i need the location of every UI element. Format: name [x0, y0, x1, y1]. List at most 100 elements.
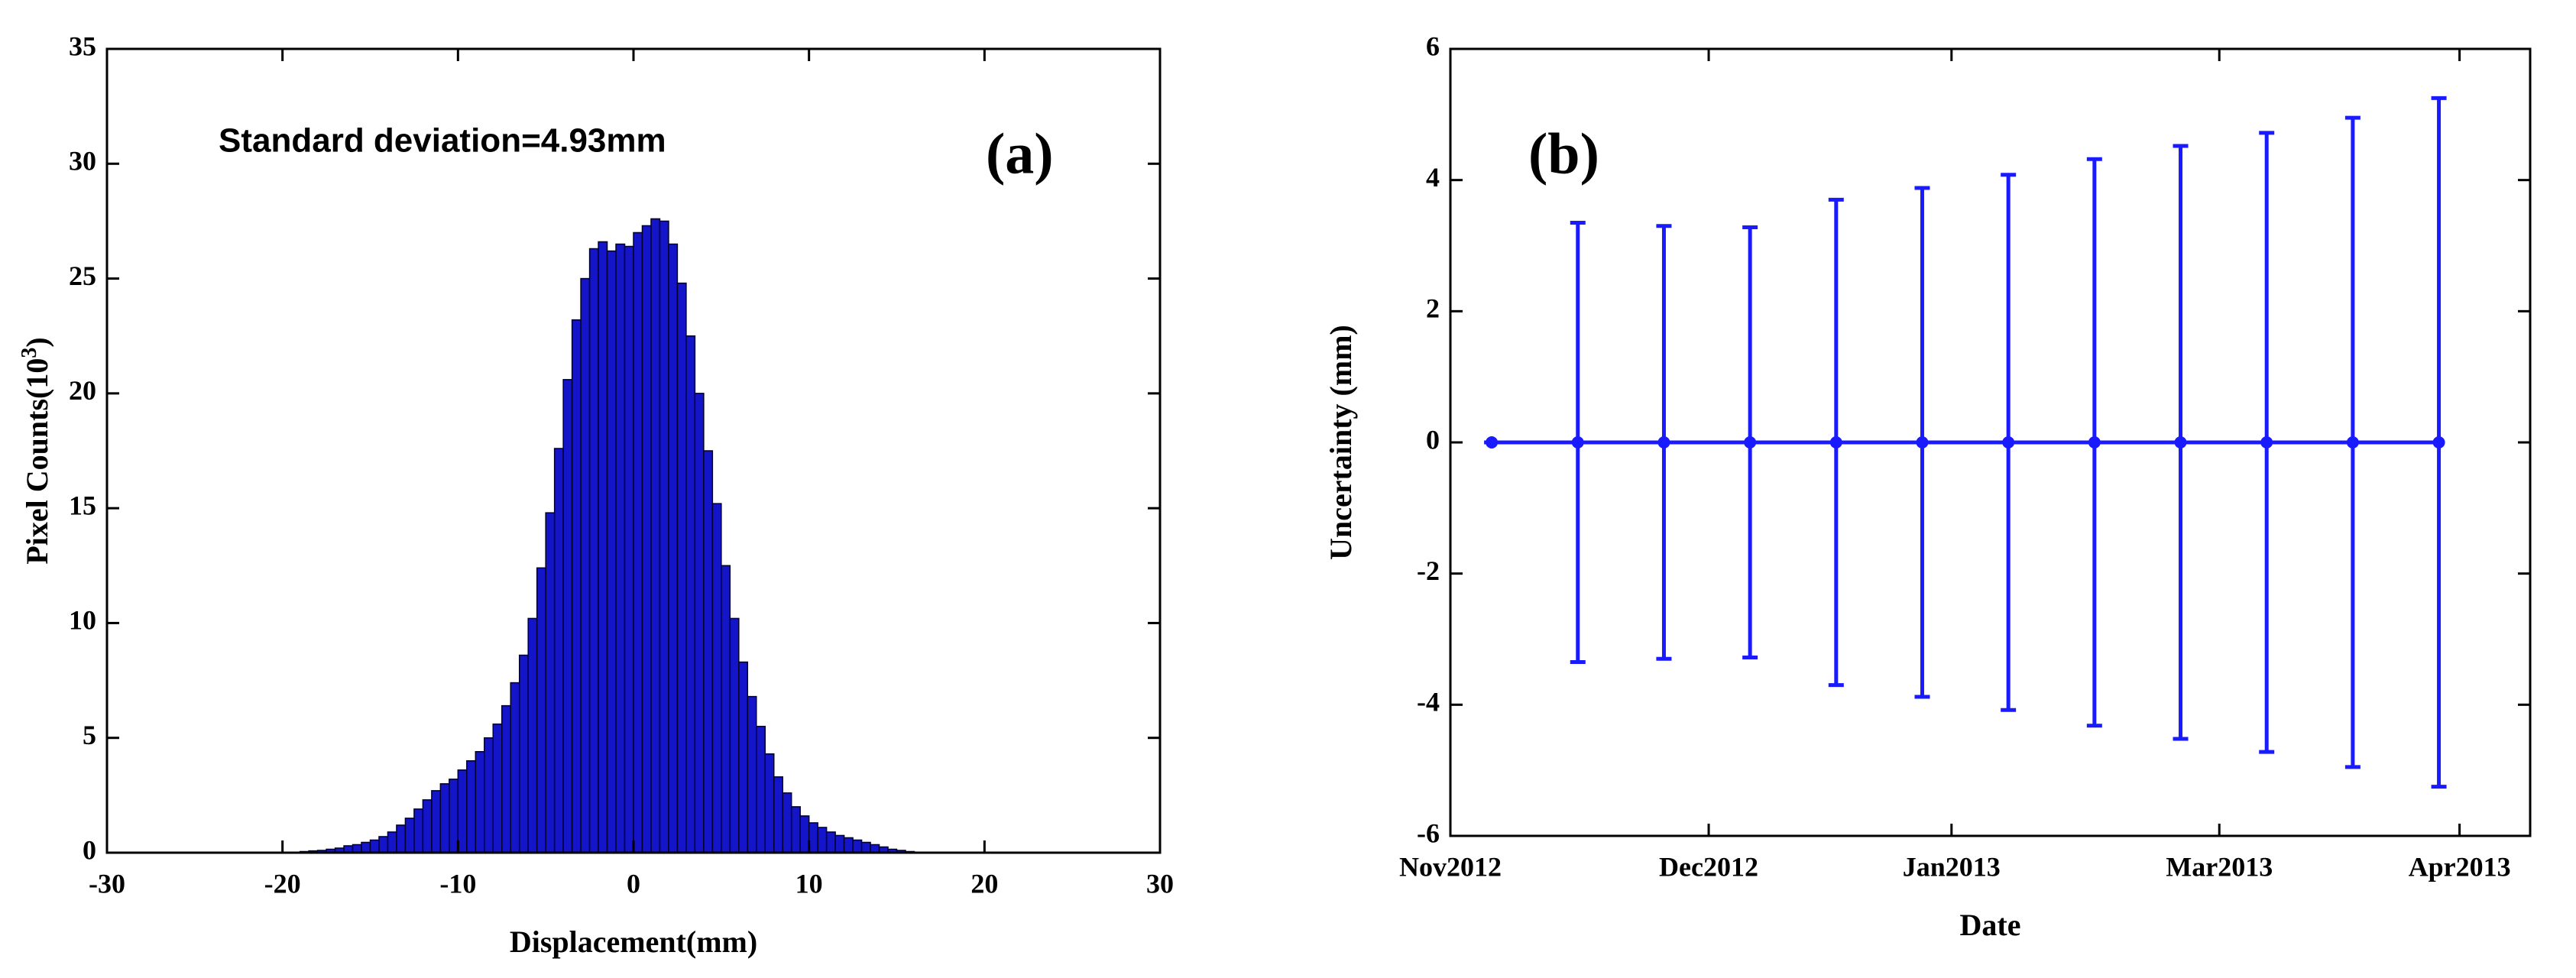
y-tick-label: 30 — [69, 146, 96, 176]
bar — [457, 769, 468, 853]
x-tick-label: Apr2013 — [2409, 851, 2511, 882]
point — [2346, 436, 2359, 449]
x-axis-label: Displacement(mm) — [510, 925, 757, 959]
bar — [860, 841, 871, 853]
bar — [527, 617, 538, 853]
panel-label: (b) — [1528, 121, 1599, 186]
bar — [466, 760, 477, 853]
bar — [703, 450, 714, 853]
x-tick-label: Nov2012 — [1399, 851, 1502, 882]
point — [2174, 436, 2187, 449]
bar — [659, 220, 669, 853]
x-tick-label: 30 — [1146, 868, 1174, 899]
y-tick-label: 2 — [1426, 293, 1440, 324]
y-tick-label: 4 — [1426, 162, 1440, 193]
bar — [422, 799, 433, 853]
bar — [668, 243, 679, 853]
x-tick-label: 20 — [970, 868, 998, 899]
bar — [852, 839, 863, 853]
bar — [378, 836, 389, 853]
x-tick-label: Mar2013 — [2166, 851, 2273, 882]
x-tick-label: Dec2012 — [1659, 851, 1758, 882]
bar — [624, 245, 634, 853]
bar — [747, 695, 757, 853]
bar — [580, 277, 591, 853]
bar — [588, 248, 599, 853]
y-axis-label: Pixel Counts(103) — [18, 337, 55, 564]
bar — [439, 783, 450, 853]
bar — [685, 335, 696, 853]
point — [1829, 436, 1842, 449]
x-axis-label: Date — [1960, 908, 2021, 942]
y-tick-label: 15 — [69, 490, 96, 520]
y-tick-label: 25 — [69, 261, 96, 291]
bar — [641, 225, 652, 853]
bar — [571, 319, 582, 853]
bar — [633, 232, 643, 853]
bar — [764, 753, 775, 853]
bar — [817, 827, 828, 853]
point — [2432, 436, 2445, 449]
y-tick-label: 0 — [83, 834, 96, 865]
y-tick-label: -2 — [1417, 555, 1440, 586]
x-tick-label: Jan2013 — [1903, 851, 2001, 882]
bar — [808, 822, 818, 853]
bar — [834, 834, 845, 853]
bar — [773, 776, 783, 853]
point — [1657, 436, 1670, 449]
bar — [510, 682, 520, 853]
panel: Nov2012 Dec2012 Jan2013 Mar2013 Apr2013 -6 -4 -… — [1324, 31, 2532, 942]
x-tick-label: -30 — [89, 868, 125, 899]
bar — [843, 837, 854, 853]
bar — [369, 839, 380, 853]
bar — [606, 250, 617, 853]
bar — [545, 512, 556, 853]
bar — [799, 815, 810, 853]
bar — [721, 565, 731, 853]
bar — [413, 808, 424, 853]
bar — [756, 725, 766, 853]
bar — [562, 379, 573, 853]
y-axis-label-part: 3 — [18, 348, 41, 358]
x-tick-label: 10 — [795, 868, 823, 899]
bar — [553, 448, 564, 853]
bar — [825, 831, 836, 853]
y-tick-label: 10 — [69, 605, 96, 636]
bar — [396, 824, 407, 853]
bar — [782, 792, 792, 853]
y-axis-label: Uncertainty (mm) — [1324, 325, 1358, 560]
annotation: Standard deviation=4.93mm — [219, 122, 666, 160]
bar — [404, 818, 415, 853]
bar — [711, 503, 722, 853]
bar — [475, 750, 485, 853]
y-tick-label: 20 — [69, 375, 96, 406]
bar — [598, 241, 608, 853]
bar — [431, 790, 442, 853]
bar — [484, 737, 494, 853]
point — [2002, 436, 2015, 449]
panel: -30 -20 -10 0 10 20 30 0 5 10 15 20 25 30 35 Displaceme… — [18, 31, 1175, 959]
bar — [676, 282, 687, 853]
bar — [501, 704, 511, 853]
bar — [870, 844, 880, 853]
y-tick-label: -6 — [1417, 818, 1440, 848]
y-tick-label: -4 — [1417, 687, 1440, 717]
y-axis-label-part: ) — [20, 337, 54, 347]
panel-label: (a) — [986, 121, 1054, 186]
bar — [536, 567, 546, 853]
point — [1486, 436, 1499, 449]
x-tick-label: -10 — [439, 868, 476, 899]
point — [1571, 436, 1584, 449]
y-tick-label: 6 — [1426, 31, 1440, 61]
point — [2088, 436, 2101, 449]
bar — [738, 661, 749, 853]
y-tick-label: 5 — [83, 720, 96, 750]
y-axis-label-part: Pixel Counts(10 — [20, 358, 54, 565]
bar — [650, 218, 661, 853]
point — [1744, 436, 1757, 449]
bar — [492, 723, 503, 853]
bar — [518, 654, 529, 853]
bar — [387, 831, 397, 853]
